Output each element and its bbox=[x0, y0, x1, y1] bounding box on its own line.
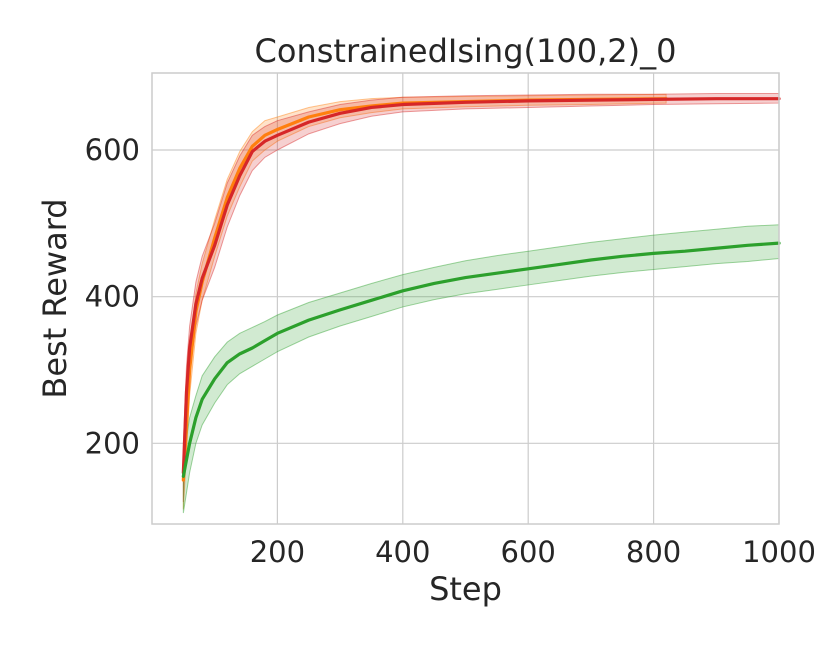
x-tick-label: 1000 bbox=[742, 535, 816, 569]
x-tick-label: 400 bbox=[375, 535, 430, 569]
series-2-band bbox=[182, 224, 780, 514]
series-1-line bbox=[181, 97, 781, 475]
series-lines bbox=[181, 97, 781, 482]
y-tick-label: 600 bbox=[85, 133, 140, 167]
x-axis-label: Step bbox=[429, 570, 502, 608]
series-1-band bbox=[182, 93, 780, 503]
tick-labels: 200 400 600 800 1000 200 400 600 bbox=[85, 133, 816, 569]
confidence-bands bbox=[182, 93, 780, 514]
chart-title: ConstrainedIsing(100,2)_0 bbox=[255, 32, 677, 70]
x-tick-label: 800 bbox=[626, 535, 681, 569]
y-axis-label: Best Reward bbox=[36, 198, 74, 398]
y-tick-label: 400 bbox=[85, 280, 140, 314]
y-tick-label: 200 bbox=[85, 426, 140, 460]
x-tick-label: 200 bbox=[250, 535, 305, 569]
x-tick-label: 600 bbox=[501, 535, 556, 569]
series-0-band bbox=[182, 93, 667, 510]
plot-frame bbox=[151, 72, 780, 525]
series-2-line bbox=[181, 241, 781, 478]
